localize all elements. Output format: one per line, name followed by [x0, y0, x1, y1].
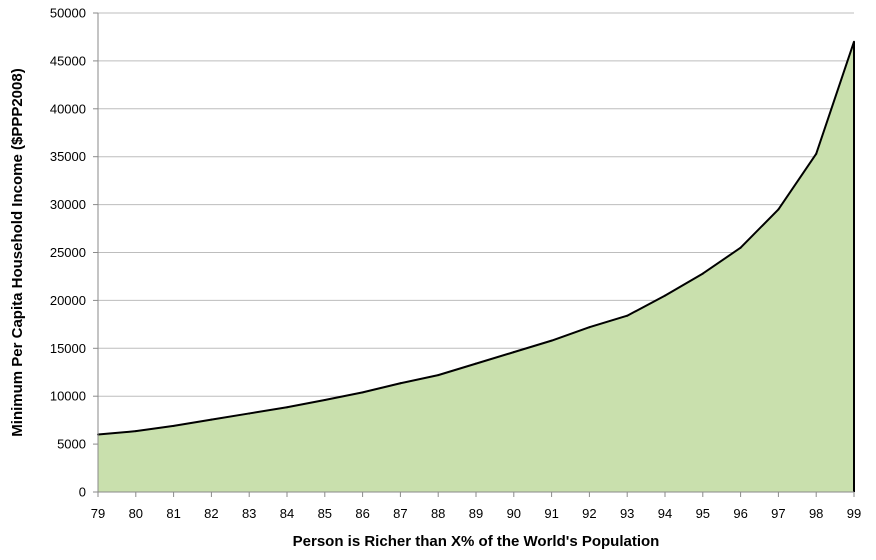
data-point	[210, 418, 213, 421]
y-axis-title: Minimum Per Capita Household Income ($PP…	[9, 68, 26, 436]
data-point	[437, 374, 440, 377]
gridlines	[98, 12, 854, 445]
x-tick-label: 97	[771, 506, 785, 521]
data-point	[853, 40, 855, 43]
x-tick-label: 98	[809, 506, 823, 521]
x-tick-label: 93	[620, 506, 634, 521]
y-tick-label: 25000	[50, 245, 86, 260]
data-point	[323, 399, 326, 402]
y-tick-label: 20000	[50, 293, 86, 308]
y-tick-labels: 0 5000 10000 15000 20000 25000 30000 35000 40000…	[50, 6, 98, 500]
x-axis-title: Person is Richer than X% of the World's …	[293, 533, 660, 550]
x-tick-label: 82	[204, 506, 218, 521]
data-point	[172, 424, 175, 427]
x-tick-label: 79	[91, 506, 105, 521]
x-tick-label: 92	[582, 506, 596, 521]
data-point	[248, 412, 251, 415]
x-tick-label: 94	[658, 506, 672, 521]
x-tick-label: 90	[507, 506, 521, 521]
data-point	[399, 382, 402, 385]
x-tick-label: 84	[280, 506, 294, 521]
area-fill	[98, 41, 854, 493]
data-point	[739, 246, 742, 249]
x-tick-label: 95	[696, 506, 710, 521]
x-tick-label: 88	[431, 506, 445, 521]
data-point	[550, 339, 553, 342]
data-point	[664, 294, 666, 297]
y-tick-label: 50000	[50, 6, 86, 21]
y-tick-label: 10000	[50, 389, 86, 404]
y-tick-label: 15000	[50, 341, 86, 356]
data-point	[286, 406, 288, 409]
x-tick-label: 91	[544, 506, 558, 521]
x-tick-label: 87	[393, 506, 407, 521]
x-tick-labels: 79 80 81 82 83 84 85 86 87 88 89 90 91 92 93 94 95 96 97 98…	[91, 492, 861, 521]
y-tick-label: 35000	[50, 149, 86, 164]
y-tick-label: 0	[79, 485, 86, 500]
data-point	[626, 314, 629, 317]
y-tick-label: 30000	[50, 197, 86, 212]
data-point	[512, 351, 515, 354]
data-point	[777, 208, 780, 211]
x-tick-label: 81	[166, 506, 180, 521]
data-point	[475, 362, 477, 365]
data-point	[361, 391, 364, 394]
data-point	[701, 272, 704, 275]
x-tick-label: 99	[847, 506, 861, 521]
y-tick-label: 40000	[50, 101, 86, 116]
x-tick-label: 86	[355, 506, 369, 521]
x-tick-label: 85	[318, 506, 332, 521]
data-point	[588, 326, 591, 329]
x-tick-label: 96	[733, 506, 747, 521]
data-point	[815, 152, 818, 155]
y-tick-label: 45000	[50, 53, 86, 68]
x-tick-label: 83	[242, 506, 256, 521]
x-tick-label: 80	[129, 506, 143, 521]
y-tick-label: 5000	[57, 437, 86, 452]
data-point	[134, 430, 137, 433]
x-tick-label: 89	[469, 506, 483, 521]
